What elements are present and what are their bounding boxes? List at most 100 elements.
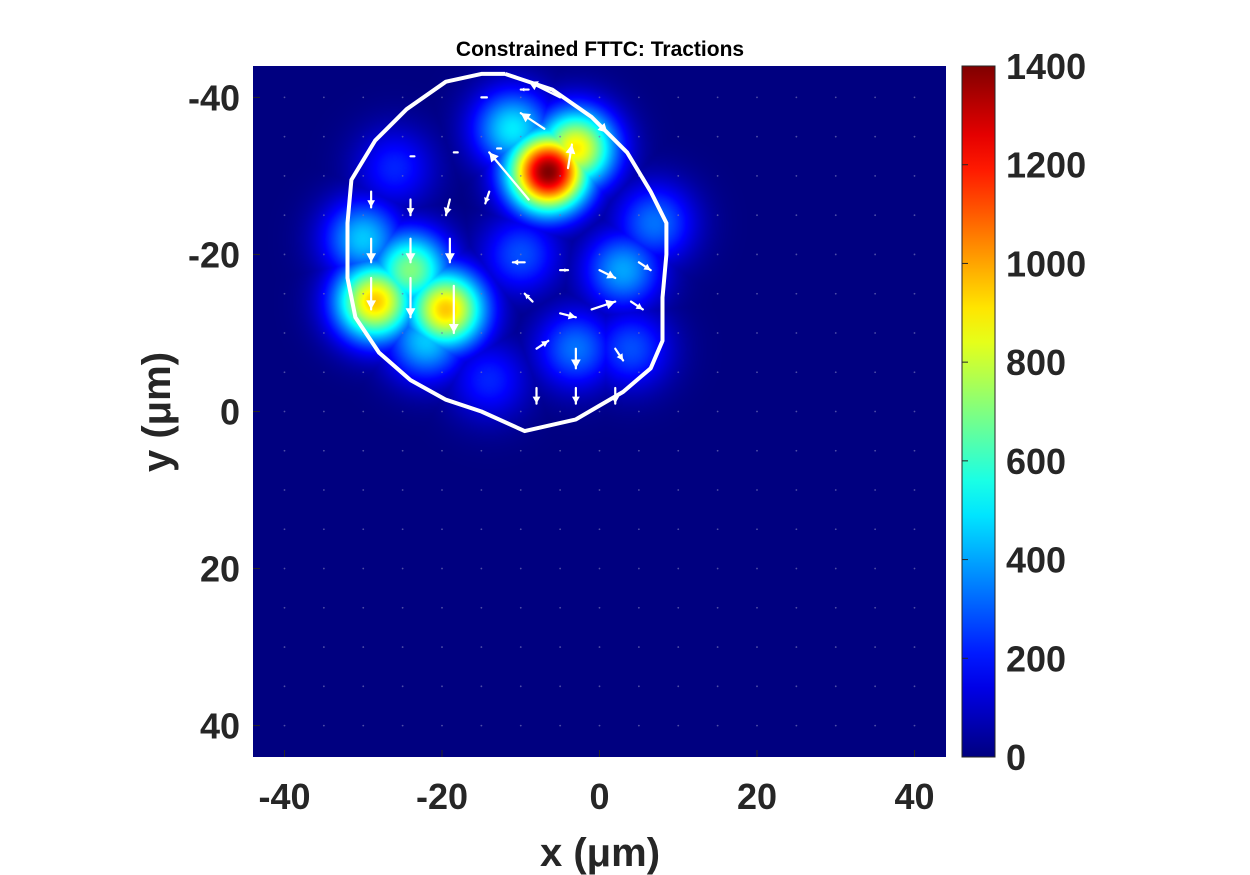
traction-arrow	[444, 237, 455, 264]
grid-dot	[480, 175, 483, 177]
x-tick-label: 20	[737, 776, 777, 817]
arrow-shaft	[488, 151, 530, 201]
grid-dot	[283, 253, 286, 256]
grid-dot	[283, 135, 286, 138]
grid-dot	[441, 567, 443, 570]
grid-dot	[716, 332, 719, 334]
grid-dot	[756, 292, 758, 295]
grid-dot	[480, 332, 483, 334]
traction-arrow	[629, 300, 644, 311]
traction-arrow	[637, 261, 652, 272]
grid-dot	[677, 606, 680, 609]
grid-dot	[795, 214, 798, 217]
y-tick-label: -40	[188, 77, 240, 118]
grid-dot	[322, 567, 325, 570]
grid-dot	[756, 489, 758, 491]
grid-dot	[480, 135, 483, 138]
grid-dot	[874, 253, 877, 256]
grid-dot	[834, 410, 837, 413]
grid-dot	[441, 371, 443, 374]
grid-dot	[795, 135, 798, 138]
grid-dot	[441, 685, 443, 688]
grid-dot	[716, 253, 719, 256]
arrow-head	[489, 152, 499, 163]
grid-dot	[441, 606, 443, 609]
grid-dot	[834, 685, 837, 688]
x-tick-label: -20	[416, 776, 468, 817]
grid-dot	[362, 724, 365, 727]
grid-dot	[637, 489, 640, 491]
arrow-head	[565, 144, 576, 155]
grid-dot	[362, 175, 365, 177]
grid-dot	[559, 214, 562, 217]
traction-arrow	[559, 268, 570, 273]
grid-dot	[401, 489, 404, 491]
grid-dot	[677, 253, 680, 256]
grid-dot	[913, 449, 916, 452]
grid-dot	[283, 371, 286, 374]
grid-dot	[598, 96, 601, 99]
grid-dot	[559, 528, 562, 531]
grid-dot	[874, 214, 877, 217]
grid-dot	[322, 135, 325, 138]
grid-dot	[716, 646, 719, 648]
traction-vectors	[366, 80, 652, 405]
grid-dot	[322, 528, 325, 531]
grid-dot	[480, 292, 483, 295]
grid-dot	[677, 175, 680, 177]
grid-dot	[322, 489, 325, 491]
colorbar-tick-label: 800	[1006, 342, 1066, 383]
grid-dot	[401, 214, 404, 217]
colorbar-ticks: 0 200 400 600 800 1000 1200 1400	[962, 46, 1086, 778]
grid-dot	[716, 567, 719, 570]
traction-arrow	[366, 237, 377, 264]
grid-dot	[598, 410, 601, 413]
grid-dot	[362, 685, 365, 688]
grid-dot	[283, 214, 286, 217]
grid-dot	[322, 371, 325, 374]
grid-dot	[598, 606, 601, 609]
grid-dot	[716, 135, 719, 138]
grid-dot	[322, 175, 325, 177]
grid-dot	[519, 371, 522, 374]
arrow-head	[571, 359, 581, 369]
grid-dot	[283, 528, 286, 531]
grid-dot	[362, 135, 365, 138]
grid-dot	[441, 724, 443, 727]
arrow-head	[611, 396, 620, 404]
grid-dot	[441, 135, 443, 138]
grid-dot	[559, 253, 562, 256]
grid-dot	[874, 292, 877, 295]
traction-arrow	[532, 386, 541, 405]
grid-dot	[401, 567, 404, 570]
grid-dot	[756, 606, 758, 609]
grid-dot	[874, 410, 877, 413]
grid-dot	[519, 489, 522, 491]
grid-dot	[598, 567, 601, 570]
grid-dot	[283, 332, 286, 334]
colorbar-tick-label: 1200	[1006, 145, 1086, 186]
grid-dot	[874, 135, 877, 138]
arrow-head	[405, 253, 416, 263]
grid-dot	[913, 96, 916, 99]
grid-dot	[834, 371, 837, 374]
grid-dot	[559, 410, 562, 413]
grid-dot	[441, 292, 443, 295]
grid-dot	[913, 410, 916, 413]
grid-dot	[677, 567, 680, 570]
grid-dot	[716, 724, 719, 727]
grid-dot	[834, 449, 837, 452]
grid-dot	[756, 371, 758, 374]
grid-dot	[362, 371, 365, 374]
grid-dot	[874, 175, 877, 177]
grid-dot	[716, 96, 719, 99]
grid-dot	[834, 253, 837, 256]
grid-dot	[559, 449, 562, 452]
grid-dot	[795, 410, 798, 413]
grid-dot	[834, 606, 837, 609]
grid-dot	[913, 292, 916, 295]
grid-dot	[598, 332, 601, 334]
traction-arrow	[527, 80, 562, 99]
grid-dot	[519, 214, 522, 217]
traction-arrow	[443, 198, 452, 217]
